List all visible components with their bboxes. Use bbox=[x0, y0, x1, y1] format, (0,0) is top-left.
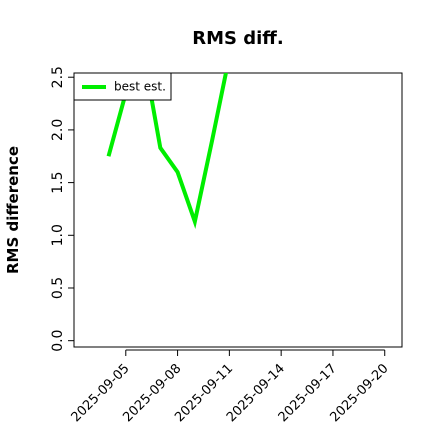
y-axis-label: RMS difference bbox=[4, 146, 22, 274]
y-tick-label: 0.0 bbox=[50, 330, 66, 352]
plot-frame bbox=[73, 72, 403, 348]
y-tick-label: 0.5 bbox=[50, 277, 66, 299]
y-tick-label: 1.0 bbox=[50, 224, 66, 246]
y-tick-label: 1.5 bbox=[50, 171, 66, 193]
y-tick-label: 2.0 bbox=[50, 119, 66, 141]
legend-label: best est. bbox=[114, 80, 166, 94]
chart-title: RMS diff. bbox=[192, 28, 283, 49]
y-tick-label: 2.5 bbox=[50, 66, 66, 88]
